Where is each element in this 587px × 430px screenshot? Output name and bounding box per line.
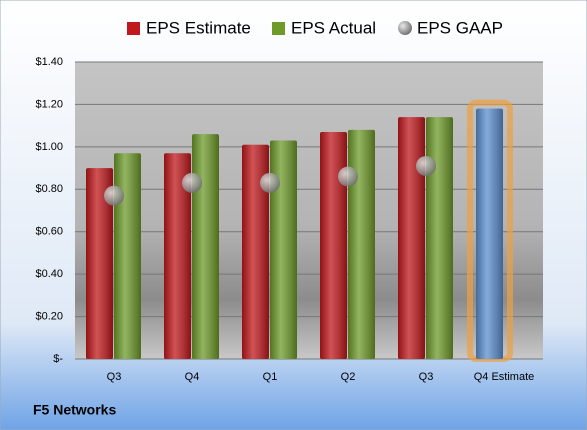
y-tick-label: $1.40 bbox=[35, 56, 63, 68]
y-tick-label: $1.00 bbox=[35, 141, 63, 153]
gaap-point bbox=[338, 166, 358, 187]
y-tick-label: $0.20 bbox=[35, 310, 63, 322]
gaap-point bbox=[104, 185, 124, 206]
y-tick-label: $0.40 bbox=[35, 268, 63, 280]
x-tick-label: Q4 Estimate bbox=[474, 371, 535, 383]
y-tick-label: $1.20 bbox=[35, 98, 63, 110]
bar-shine bbox=[398, 117, 425, 360]
gaap-point bbox=[260, 172, 280, 193]
bar-shine bbox=[192, 134, 219, 359]
x-tick-label: Q3 bbox=[419, 371, 434, 383]
legend-marker bbox=[272, 22, 285, 35]
x-tick-label: Q3 bbox=[107, 371, 122, 383]
y-tick-label: $0.80 bbox=[35, 183, 63, 195]
caption: F5 Networks bbox=[33, 402, 116, 418]
bar-shine bbox=[348, 129, 375, 359]
x-tick-label: Q4 bbox=[185, 371, 200, 383]
bar-shine bbox=[114, 153, 141, 359]
legend-label: EPS GAAP bbox=[417, 18, 503, 37]
legend-label: EPS Estimate bbox=[146, 18, 251, 37]
gaap-point bbox=[182, 172, 202, 193]
gaap-point bbox=[416, 155, 436, 176]
bar-shine bbox=[86, 168, 113, 359]
bar-shine bbox=[476, 108, 503, 360]
x-tick-label: Q2 bbox=[341, 371, 356, 383]
bar-shine bbox=[320, 132, 347, 359]
bar-shine bbox=[426, 117, 453, 360]
bar-shine bbox=[242, 144, 269, 359]
x-tick-label: Q1 bbox=[263, 371, 278, 383]
bar-shine bbox=[270, 140, 297, 359]
legend-marker bbox=[398, 21, 412, 35]
legend-marker bbox=[127, 22, 140, 35]
legend-label: EPS Actual bbox=[291, 18, 376, 37]
y-tick-label: $- bbox=[53, 353, 63, 365]
y-tick-label: $0.60 bbox=[35, 226, 63, 238]
plot-area bbox=[75, 62, 543, 359]
bar-shine bbox=[164, 153, 191, 359]
